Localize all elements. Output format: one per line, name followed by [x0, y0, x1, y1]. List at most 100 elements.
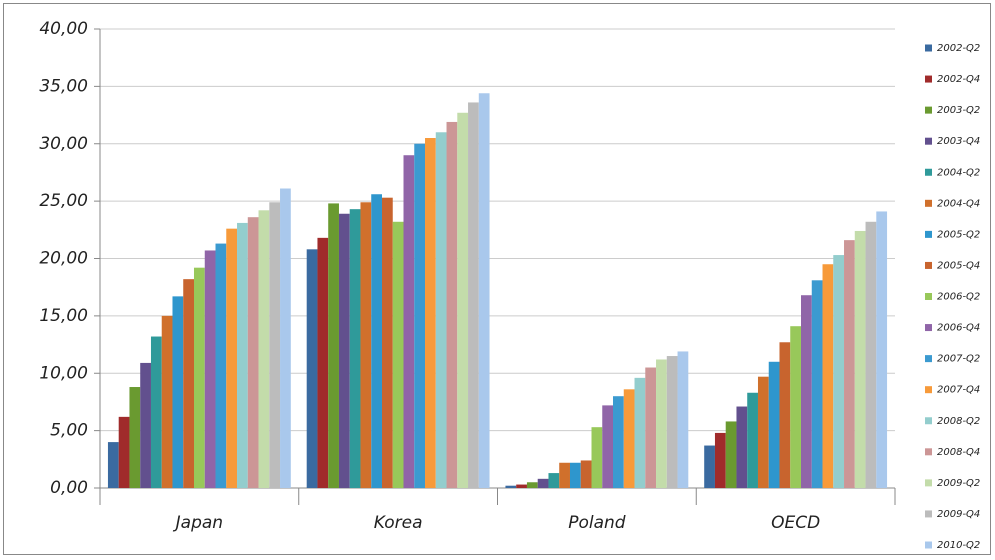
legend-swatch [925, 261, 932, 269]
bar [457, 112, 469, 488]
legend-swatch [925, 355, 932, 363]
legend-swatch [925, 324, 932, 332]
bar [129, 387, 141, 488]
bar [468, 102, 479, 488]
bar [714, 432, 726, 488]
bar [247, 217, 259, 488]
bar [414, 143, 426, 488]
legend-label: 2008-Q4 [937, 447, 980, 458]
x-tick-label: Korea [374, 513, 423, 533]
bar [317, 237, 329, 488]
legend-swatch [925, 386, 932, 394]
bar [747, 392, 758, 488]
y-tick-label: 35,00 [39, 76, 88, 96]
bar [779, 342, 791, 488]
y-tick-label: 10,00 [39, 363, 88, 383]
bar [349, 209, 361, 488]
y-tick-label: 30,00 [39, 134, 88, 154]
bar [580, 460, 592, 488]
bar [526, 482, 538, 488]
x-tick-label: OECD [771, 513, 820, 533]
bar [613, 396, 624, 488]
bar [757, 376, 769, 488]
legend-swatch [925, 448, 932, 456]
legend-swatch [925, 541, 932, 549]
bar [150, 336, 162, 488]
bar [559, 462, 570, 488]
bar [215, 243, 227, 488]
bar [537, 478, 549, 488]
bar [258, 210, 270, 488]
legend-label: 2002-Q4 [937, 74, 980, 85]
legend-label: 2004-Q2 [937, 167, 980, 178]
bar [623, 389, 635, 488]
legend-swatch [925, 199, 932, 207]
bar [183, 279, 194, 488]
bar [591, 427, 603, 488]
bar [172, 296, 184, 488]
bar [801, 295, 812, 488]
legend-swatch [925, 417, 932, 425]
y-tick-label: 20,00 [39, 249, 88, 269]
bar [403, 155, 415, 488]
bar [768, 361, 780, 488]
legend-label: 2005-Q2 [937, 229, 980, 240]
bar [193, 267, 205, 488]
bar [425, 138, 436, 488]
bar [446, 121, 458, 488]
bar [844, 240, 855, 488]
bar [854, 230, 866, 488]
bar [704, 445, 715, 488]
bar [269, 202, 281, 488]
legend-swatch [925, 106, 932, 114]
y-tick-label: 5,00 [50, 421, 88, 441]
bar [634, 377, 646, 488]
bar [876, 211, 888, 488]
bar [161, 315, 173, 488]
x-tick-label: Japan [173, 513, 223, 533]
bar [677, 351, 689, 488]
legend-swatch [925, 479, 932, 487]
bar [204, 250, 216, 488]
bar [371, 194, 382, 489]
bar [736, 406, 748, 488]
legend-swatch [925, 75, 932, 83]
bar [833, 255, 845, 488]
legend-label: 2006-Q4 [937, 323, 980, 334]
bar [280, 188, 291, 488]
bar [822, 264, 834, 488]
bar [360, 202, 372, 488]
legend-label: 2005-Q4 [937, 260, 980, 271]
legend-label: 2007-Q4 [937, 385, 980, 396]
legend-swatch [925, 293, 932, 300]
y-tick-label: 25,00 [39, 191, 88, 211]
legend-swatch [925, 230, 932, 238]
bar [237, 222, 248, 489]
y-tick-label: 15,00 [39, 306, 88, 326]
bar [392, 221, 404, 488]
bar [505, 485, 517, 488]
legend-label: 2008-Q2 [937, 416, 980, 427]
legend-label: 2006-Q2 [937, 292, 980, 303]
bar [435, 132, 447, 488]
legend-swatch [925, 137, 932, 145]
bar [478, 93, 490, 488]
legend-label: 2004-Q4 [937, 198, 980, 209]
bar [865, 221, 877, 488]
legend-swatch [925, 510, 932, 518]
bar [569, 462, 581, 488]
bar [725, 421, 737, 488]
bar [656, 359, 667, 488]
bar [328, 203, 339, 489]
bar [790, 326, 802, 488]
bar [226, 228, 238, 489]
legend-swatch [925, 44, 932, 52]
legend-label: 2003-Q2 [937, 105, 980, 116]
y-tick-label: 40,00 [39, 19, 88, 39]
bar [140, 362, 151, 488]
bar [811, 280, 823, 488]
y-tick-label: 0,00 [50, 478, 88, 498]
bar [666, 356, 678, 488]
